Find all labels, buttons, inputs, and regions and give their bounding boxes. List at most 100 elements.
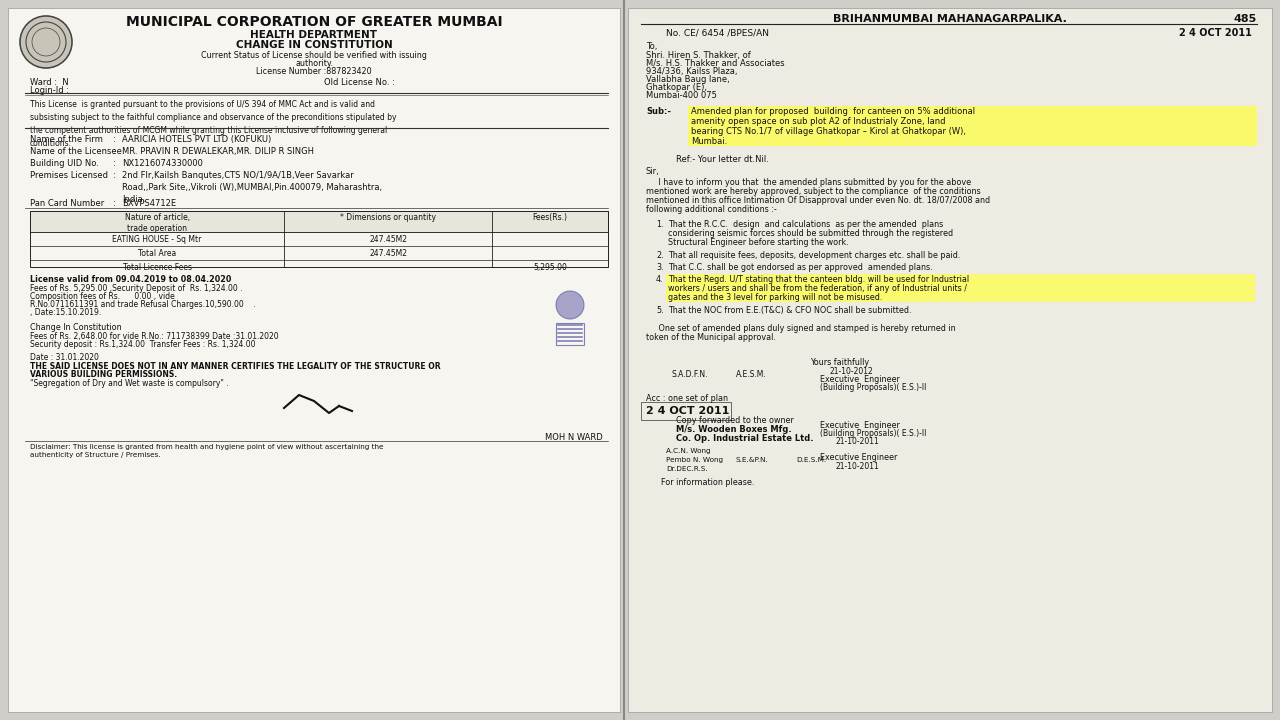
Text: :: : bbox=[113, 159, 115, 168]
Text: Date : 31.01.2020: Date : 31.01.2020 bbox=[29, 353, 99, 362]
Text: bearing CTS No.1/7 of village Ghatkopar – Kirol at Ghatkopar (W),: bearing CTS No.1/7 of village Ghatkopar … bbox=[691, 127, 966, 136]
Text: Fees of Rs. 2,648.00 for vide R.No.: 711738399 Date :31.01.2020: Fees of Rs. 2,648.00 for vide R.No.: 711… bbox=[29, 332, 279, 341]
Text: Dr.DEC.R.S.: Dr.DEC.R.S. bbox=[666, 466, 708, 472]
Text: 2nd Flr,Kailsh Banqutes,CTS NO/1/9A/1B,Veer Savarkar
Road,,Park Site,,Vikroli (W: 2nd Flr,Kailsh Banqutes,CTS NO/1/9A/1B,V… bbox=[122, 171, 383, 204]
Text: M/s. H.S. Thakker and Associates: M/s. H.S. Thakker and Associates bbox=[646, 59, 785, 68]
Bar bbox=[689, 126, 1257, 136]
Text: Ghatkopar (E),: Ghatkopar (E), bbox=[646, 83, 707, 92]
Text: 2 4 OCT 2011: 2 4 OCT 2011 bbox=[646, 406, 730, 416]
Bar bbox=[628, 8, 1272, 712]
Text: Premises Licensed: Premises Licensed bbox=[29, 171, 108, 180]
Bar bbox=[8, 8, 620, 712]
Bar bbox=[689, 106, 1257, 116]
Bar bbox=[666, 274, 1254, 284]
Text: Total Licence Fees: Total Licence Fees bbox=[123, 263, 192, 272]
Text: HEALTH DEPARTMENT: HEALTH DEPARTMENT bbox=[251, 30, 378, 40]
Text: 21-10-2011: 21-10-2011 bbox=[835, 437, 879, 446]
Text: One set of amended plans duly signed and stamped is hereby returned in: One set of amended plans duly signed and… bbox=[646, 324, 956, 333]
Text: M/s. Wooden Boxes Mfg.: M/s. Wooden Boxes Mfg. bbox=[676, 425, 791, 434]
Text: Sub:-: Sub:- bbox=[646, 107, 671, 116]
Text: Name of the Licensee: Name of the Licensee bbox=[29, 147, 122, 156]
Text: authority.: authority. bbox=[294, 59, 333, 68]
Text: Security deposit : Rs.1,324.00  Transfer Fees : Rs. 1,324.00: Security deposit : Rs.1,324.00 Transfer … bbox=[29, 340, 256, 349]
Text: (Building Proposals)( E.S.)-II: (Building Proposals)( E.S.)-II bbox=[820, 383, 927, 392]
Text: License valid from 09.04.2019 to 08.04.2020: License valid from 09.04.2019 to 08.04.2… bbox=[29, 275, 232, 284]
Text: AARICIA HOTELS PVT LTD (KOFUKU): AARICIA HOTELS PVT LTD (KOFUKU) bbox=[122, 135, 271, 144]
Text: Total Area: Total Area bbox=[138, 249, 177, 258]
Text: amenity open space on sub plot A2 of Industrialy Zone, land: amenity open space on sub plot A2 of Ind… bbox=[691, 117, 946, 126]
Text: 485: 485 bbox=[1234, 14, 1257, 24]
Text: Name of the Firm: Name of the Firm bbox=[29, 135, 102, 144]
Bar bbox=[641, 402, 731, 420]
Text: Executive Engineer: Executive Engineer bbox=[820, 453, 897, 462]
Text: mentioned work are hereby approved, subject to the compliance  of the conditions: mentioned work are hereby approved, subj… bbox=[646, 187, 980, 196]
Text: considering seismic forces should be submitted through the registered: considering seismic forces should be sub… bbox=[668, 229, 954, 238]
Text: EATING HOUSE - Sq Mtr: EATING HOUSE - Sq Mtr bbox=[113, 235, 202, 244]
Text: Composition fees of Rs.      0.00 , vide: Composition fees of Rs. 0.00 , vide bbox=[29, 292, 175, 301]
Text: Disclaimer: This license is granted from health and hygiene point of view withou: Disclaimer: This license is granted from… bbox=[29, 444, 384, 459]
Bar bbox=[689, 116, 1257, 126]
Text: No. CE/ 6454 /BPES/AN: No. CE/ 6454 /BPES/AN bbox=[666, 28, 769, 37]
Text: Old License No. :: Old License No. : bbox=[324, 78, 394, 87]
Text: Fees(Rs.): Fees(Rs.) bbox=[532, 213, 568, 222]
Text: 21-10-2011: 21-10-2011 bbox=[835, 462, 879, 471]
Text: 2 4 OCT 2011: 2 4 OCT 2011 bbox=[1179, 28, 1252, 38]
Text: following additional conditions :-: following additional conditions :- bbox=[646, 205, 777, 214]
Text: Structural Engineer before starting the work.: Structural Engineer before starting the … bbox=[668, 238, 849, 247]
Text: Yours faithfully: Yours faithfully bbox=[810, 358, 869, 367]
Text: That C.C. shall be got endorsed as per approved  amended plans.: That C.C. shall be got endorsed as per a… bbox=[668, 263, 933, 272]
Text: Ward :  N: Ward : N bbox=[29, 78, 69, 87]
Text: MUNICIPAL CORPORATION OF GREATER MUMBAI: MUNICIPAL CORPORATION OF GREATER MUMBAI bbox=[125, 15, 502, 29]
Text: , Date:15.10.2019.: , Date:15.10.2019. bbox=[29, 308, 101, 317]
Circle shape bbox=[556, 291, 584, 319]
Text: Ref:- Your letter dt.Nil.: Ref:- Your letter dt.Nil. bbox=[676, 155, 769, 164]
Text: "Segregation of Dry and Wet waste is compulsory" .: "Segregation of Dry and Wet waste is com… bbox=[29, 379, 229, 388]
Text: token of the Municipal approval.: token of the Municipal approval. bbox=[646, 333, 776, 342]
Text: gates and the 3 level for parking will not be misused.: gates and the 3 level for parking will n… bbox=[668, 293, 882, 302]
Text: For information please.: For information please. bbox=[660, 478, 754, 487]
Bar bbox=[556, 323, 584, 345]
Text: :: : bbox=[113, 199, 115, 208]
Text: 3.: 3. bbox=[657, 263, 663, 272]
Text: BRIHANMUMBAI MAHANAGARPALIKA.: BRIHANMUMBAI MAHANAGARPALIKA. bbox=[833, 14, 1068, 24]
Bar bbox=[29, 211, 608, 267]
Text: Current Status of License should be verified with issuing: Current Status of License should be veri… bbox=[201, 51, 428, 60]
Text: Executive  Engineer: Executive Engineer bbox=[820, 375, 900, 384]
Text: Mumbai-400 075: Mumbai-400 075 bbox=[646, 91, 717, 100]
Text: I have to inform you that  the amended plans submitted by you for the above: I have to inform you that the amended pl… bbox=[646, 178, 972, 187]
Text: That the Regd. U/T stating that the canteen bldg. will be used for Industrial: That the Regd. U/T stating that the cant… bbox=[668, 275, 969, 284]
Text: S.A.D.F.N.: S.A.D.F.N. bbox=[671, 370, 708, 379]
Text: Executive  Engineer: Executive Engineer bbox=[820, 421, 900, 430]
Text: Amended plan for proposed  building  for canteen on 5% additional: Amended plan for proposed building for c… bbox=[691, 107, 975, 116]
Text: That all requisite fees, deposits, development charges etc. shall be paid.: That all requisite fees, deposits, devel… bbox=[668, 251, 960, 260]
Text: Mumbai.: Mumbai. bbox=[691, 137, 727, 146]
Text: 21-10-2012: 21-10-2012 bbox=[829, 367, 874, 376]
Text: :: : bbox=[113, 147, 115, 156]
Text: :: : bbox=[113, 135, 115, 144]
Text: BXVPS4712E: BXVPS4712E bbox=[122, 199, 177, 208]
Text: NX1216074330000: NX1216074330000 bbox=[122, 159, 202, 168]
Text: 5,295.00: 5,295.00 bbox=[534, 263, 567, 272]
Text: (Building Proposals)( E.S.)-II: (Building Proposals)( E.S.)-II bbox=[820, 429, 927, 438]
Text: MOH N WARD: MOH N WARD bbox=[545, 433, 603, 442]
Text: Pembo N. Wong: Pembo N. Wong bbox=[666, 457, 723, 463]
Text: 5.: 5. bbox=[657, 306, 663, 315]
Text: Pan Card Number: Pan Card Number bbox=[29, 199, 104, 208]
Text: :: : bbox=[113, 171, 115, 180]
Text: This License  is granted pursuant to the provisions of U/S 394 of MMC Act and is: This License is granted pursuant to the … bbox=[29, 100, 397, 148]
Text: 4.: 4. bbox=[657, 275, 663, 284]
Text: A.E.S.M.: A.E.S.M. bbox=[736, 370, 767, 379]
Text: D.E.S.M.: D.E.S.M. bbox=[796, 457, 826, 463]
Text: R.No.0711611391 and trade Refusal Charges.10,590.00    .: R.No.0711611391 and trade Refusal Charge… bbox=[29, 300, 256, 309]
Text: Nature of article,
trade operation: Nature of article, trade operation bbox=[124, 213, 189, 233]
Text: Building UID No.: Building UID No. bbox=[29, 159, 99, 168]
Text: S.E.&P.N.: S.E.&P.N. bbox=[736, 457, 769, 463]
Text: VARIOUS BUILDING PERMISSIONS.: VARIOUS BUILDING PERMISSIONS. bbox=[29, 370, 177, 379]
Text: A.C.N. Wong: A.C.N. Wong bbox=[666, 448, 710, 454]
Text: Vallabha Baug lane,: Vallabha Baug lane, bbox=[646, 75, 730, 84]
Text: CHANGE IN CONSTITUTION: CHANGE IN CONSTITUTION bbox=[236, 40, 393, 50]
Text: 247.45M2: 247.45M2 bbox=[370, 235, 407, 244]
Text: Change In Constitution: Change In Constitution bbox=[29, 323, 122, 332]
Text: 2.: 2. bbox=[657, 251, 663, 260]
Text: 934/336, Kailss Plaza,: 934/336, Kailss Plaza, bbox=[646, 67, 737, 76]
